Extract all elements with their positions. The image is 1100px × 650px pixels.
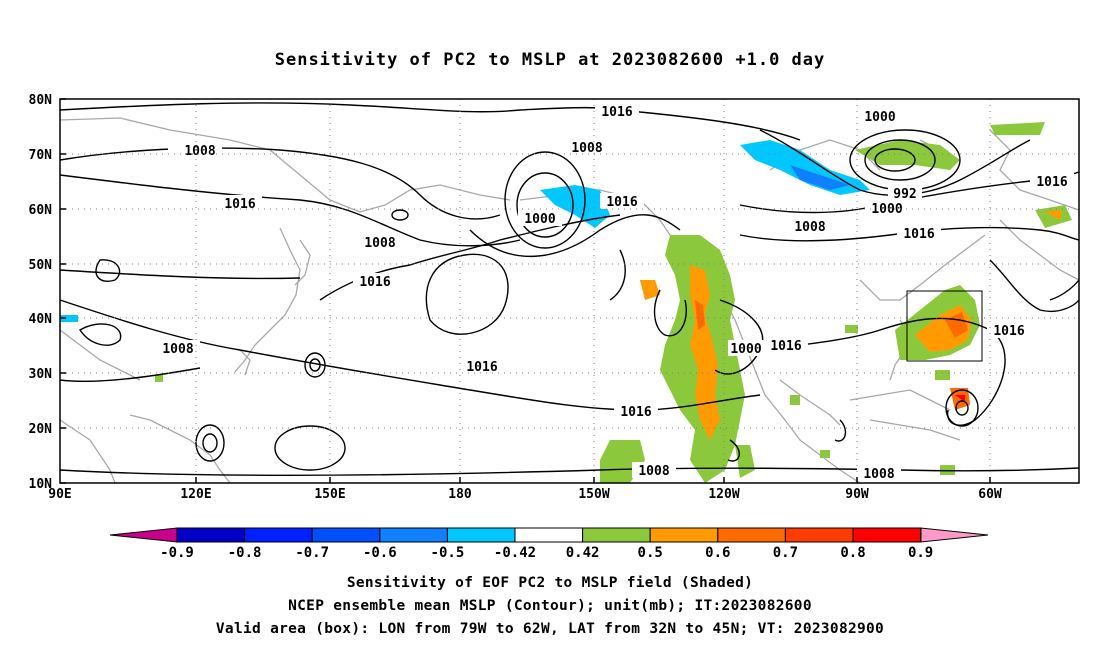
latitude-labels: 80N 70N 60N 50N 40N 30N 20N 10N (29, 93, 53, 492)
contour-label: 1008 (638, 464, 669, 479)
valid-area-box (906, 290, 983, 362)
contour-label: 1016 (224, 197, 255, 212)
contour-labels: 1016 1008 1000 1008 1016 1000 992 1000 1… (156, 103, 1074, 482)
colorbar-label: -0.42 (494, 545, 536, 561)
caption-line-1: Sensitivity of EOF PC2 to MSLP field (Sh… (346, 575, 754, 591)
colorbar-label: -0.6 (363, 545, 397, 561)
contour-label: 1016 (770, 339, 801, 354)
colorbar-box (379, 527, 448, 543)
colorbar-box (582, 527, 651, 543)
contour-label: 1016 (620, 405, 651, 420)
lon-label: 150E (314, 487, 345, 502)
longitude-labels: 90E 120E 150E 180 150W 120W 90W 60W (48, 487, 1002, 502)
contour-label: 1000 (864, 110, 895, 125)
colorbar-label: 0.9 (908, 545, 933, 561)
contour-label: 1008 (794, 220, 825, 235)
lon-label: 180 (448, 487, 472, 502)
lon-label: 90W (845, 487, 869, 502)
lat-label: 30N (29, 367, 53, 382)
lon-label: 120E (180, 487, 211, 502)
lon-label: 60W (978, 487, 1002, 502)
contour-label: 1008 (364, 236, 395, 251)
colorbar-labels: -0.9 -0.8 -0.7 -0.6 -0.5 -0.42 0.42 0.5 0.6 0.7 0.… (160, 545, 933, 561)
lon-label: 90E (48, 487, 71, 502)
lat-label: 60N (29, 203, 53, 218)
contour-label: 1008 (571, 141, 602, 156)
caption-line-3: Valid area (box): LON from 79W to 62W, L… (215, 621, 885, 637)
colorbar-high-arrow (920, 527, 989, 543)
lon-label: 150W (578, 487, 609, 502)
colorbar-boxes (176, 527, 922, 543)
caption-line-2: NCEP ensemble mean MSLP (Contour); unit(… (288, 598, 812, 614)
contour-label: 1016 (601, 105, 632, 120)
colorbar-box (176, 527, 246, 543)
contour-label: 1008 (184, 144, 215, 159)
colorbar-low-arrow (109, 527, 178, 543)
colorbar-box (717, 527, 786, 543)
contour-label: 1016 (466, 360, 497, 375)
contour-label: 1008 (162, 342, 193, 357)
colorbar-label: 0.5 (638, 545, 663, 561)
lat-label: 20N (29, 422, 53, 437)
colorbar-box (244, 527, 313, 543)
contour-label: 1016 (606, 195, 637, 210)
contour-label: 1000 (871, 202, 902, 217)
colorbar-box (852, 527, 922, 543)
tick-marks (60, 98, 991, 484)
contour-label: 1016 (359, 275, 390, 290)
colorbar-box (649, 527, 719, 543)
chart-title: Sensitivity of PC2 to MSLP at 2023082600… (274, 50, 826, 70)
contour-label: 1016 (903, 227, 934, 242)
contour-label: 1016 (1036, 175, 1067, 190)
colorbar-box (311, 527, 381, 543)
colorbar-label: 0.8 (840, 545, 865, 561)
graticule (60, 99, 1079, 483)
colorbar-label: -0.7 (295, 545, 329, 561)
contour-label: 1000 (730, 342, 761, 357)
colorbar-label: 0.42 (566, 545, 600, 561)
lat-label: 50N (29, 258, 53, 273)
colorbar-box (784, 527, 854, 543)
lat-label: 70N (29, 148, 53, 163)
lon-label: 120W (708, 487, 739, 502)
lat-label: 40N (29, 312, 53, 327)
lat-label: 10N (29, 477, 53, 492)
colorbar-box (446, 527, 516, 543)
lat-label: 80N (29, 93, 53, 108)
contour-label: 992 (893, 187, 916, 202)
colorbar-label: -0.5 (431, 545, 465, 561)
colorbar-label: -0.8 (228, 545, 262, 561)
contour-label-east: 1016 (993, 324, 1024, 339)
map-frame (59, 98, 1080, 484)
contour-label: 1000 (524, 212, 555, 227)
contour-label: 1008 (863, 467, 894, 482)
colorbar-box (514, 527, 584, 543)
colorbar-label: 0.7 (773, 545, 798, 561)
colorbar-label: -0.9 (160, 545, 194, 561)
colorbar-label: 0.6 (705, 545, 730, 561)
